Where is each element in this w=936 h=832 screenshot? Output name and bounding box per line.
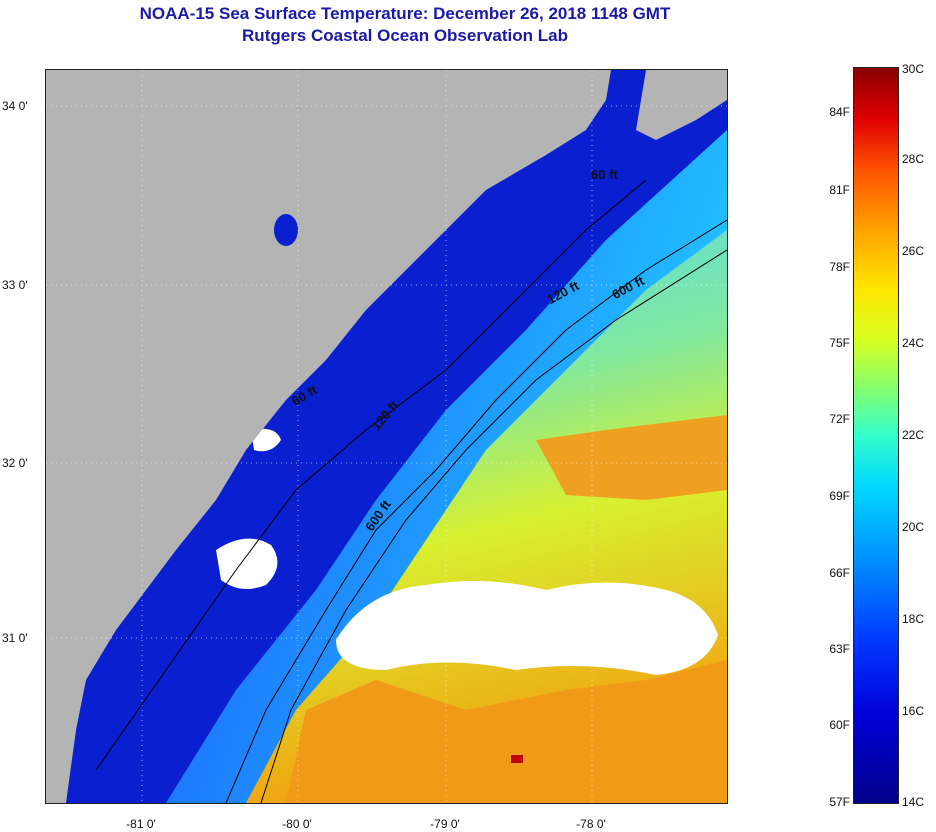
map-subtitle: Rutgers Coastal Ocean Observation Lab bbox=[242, 26, 568, 45]
land-mass bbox=[46, 70, 611, 803]
lat-label-31: 31 0' bbox=[2, 631, 28, 645]
colorbar-c-18: 18C bbox=[902, 612, 925, 626]
colorbar-f-66: 66F bbox=[829, 566, 850, 580]
temperature-colorbar bbox=[853, 67, 899, 804]
isobath-600ft bbox=[260, 249, 727, 803]
lat-label-34: 34 0' bbox=[2, 99, 28, 113]
colorbar-f-60: 60F bbox=[829, 718, 850, 732]
colorbar-f-84: 84F bbox=[829, 105, 850, 119]
colorbar-f-63: 63F bbox=[829, 642, 850, 656]
colorbar-c-28: 28C bbox=[902, 152, 925, 166]
isobath-label-60ft-north: 60 ft bbox=[591, 167, 618, 182]
lat-label-33: 33 0' bbox=[2, 278, 28, 292]
colorbar-f-57: 57F bbox=[829, 795, 850, 809]
colorbar-c-30: 30C bbox=[902, 62, 925, 76]
lon-label-80: -80 0' bbox=[282, 817, 312, 831]
colorbar-f-75: 75F bbox=[829, 336, 850, 350]
colorbar-c-14: 14C bbox=[902, 795, 925, 809]
isobath-60ft bbox=[95, 179, 647, 771]
colorbar-c-16: 16C bbox=[902, 704, 925, 718]
isobath-120ft bbox=[225, 219, 727, 803]
hot-spot bbox=[511, 755, 523, 763]
lat-label-32: 32 0' bbox=[2, 456, 28, 470]
graticule bbox=[46, 70, 727, 803]
warm-patch-south bbox=[286, 660, 727, 803]
cloud-large bbox=[336, 581, 718, 675]
colorbar-c-26: 26C bbox=[902, 244, 925, 258]
warm-patch-north bbox=[536, 415, 727, 500]
sst-map-image bbox=[46, 70, 727, 803]
colorbar-f-78: 78F bbox=[829, 260, 850, 274]
lon-label-81: -81 0' bbox=[126, 817, 156, 831]
colorbar-c-22: 22C bbox=[902, 428, 925, 442]
lon-label-78: -78 0' bbox=[576, 817, 606, 831]
inland-lake bbox=[274, 214, 298, 246]
lon-label-79: -79 0' bbox=[430, 817, 460, 831]
colorbar-c-20: 20C bbox=[902, 520, 925, 534]
colorbar-f-81: 81F bbox=[829, 183, 850, 197]
colorbar-f-72: 72F bbox=[829, 412, 850, 426]
cloud-west bbox=[216, 538, 278, 589]
land-northeast bbox=[636, 70, 727, 140]
sst-map: 60 ft 120 ft 600 ft 60 ft 120 ft 600 ft bbox=[45, 69, 728, 804]
colorbar-c-24: 24C bbox=[902, 336, 925, 350]
colorbar-f-69: 69F bbox=[829, 489, 850, 503]
map-title: NOAA-15 Sea Surface Temperature: Decembe… bbox=[139, 4, 671, 23]
